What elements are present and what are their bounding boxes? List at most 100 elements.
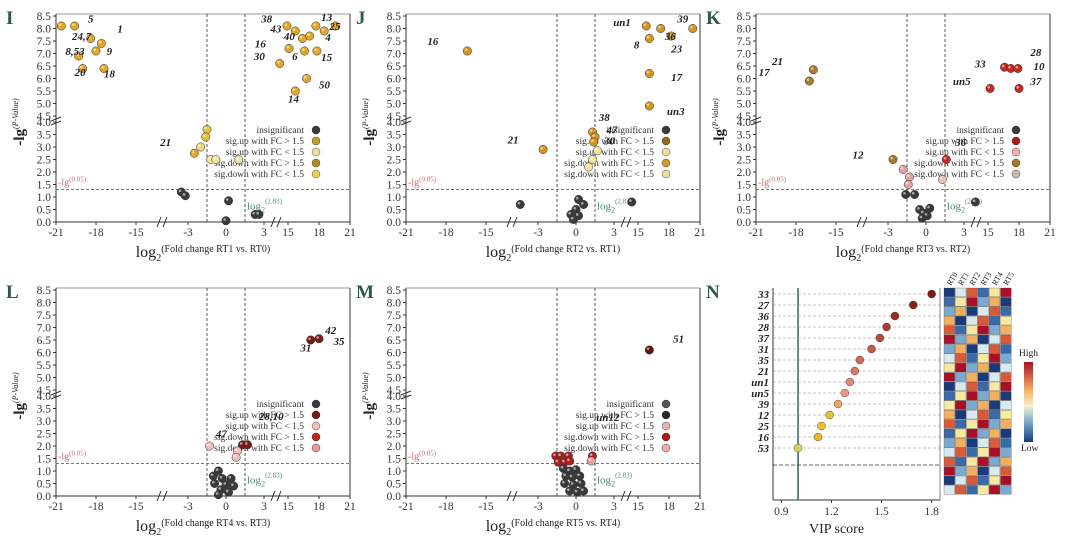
heatmap-cell (989, 475, 1001, 485)
point-label: 13 (321, 12, 333, 24)
vip-point (825, 410, 834, 420)
data-point-highlight (574, 489, 578, 493)
data-point-highlight (646, 35, 650, 39)
y-tick-label: 2.5 (387, 155, 402, 167)
data-point-highlight (589, 129, 593, 132)
heatmap-cell (977, 447, 989, 457)
data-point (91, 46, 101, 56)
data-point-highlight (592, 134, 595, 137)
data-point-highlight (80, 65, 83, 69)
y-tick-label: 7.5 (387, 36, 402, 48)
data-point (1013, 64, 1023, 73)
x-axis-label-sup: (Fold change RT4 vs. RT3) (161, 518, 270, 529)
x-tick-label: 21 (694, 501, 706, 513)
y-break-mark (750, 116, 762, 126)
data-point-highlight (191, 150, 195, 154)
heatmap-cell (989, 485, 1001, 495)
data-point-highlight (198, 144, 201, 147)
x-tick-label: 0 (223, 227, 229, 239)
heatmap-cell (1000, 391, 1012, 401)
y-tick-label: 0.0 (387, 217, 402, 229)
data-point-highlight (563, 473, 566, 476)
data-point-highlight (943, 156, 947, 160)
heatmap-cell (989, 344, 1001, 354)
x-break-mark (506, 216, 518, 228)
data-point-highlight (565, 453, 569, 456)
point-label: 6 (292, 51, 298, 63)
data-point-highlight (223, 218, 226, 221)
point-label: 43 (269, 23, 282, 35)
heatmap-cell (943, 297, 955, 307)
heatmap-cell (989, 287, 1001, 297)
y-tick-label: 5.0 (37, 373, 52, 385)
p-threshold-sup: (0.05) (419, 176, 437, 184)
heatmap-cell (989, 419, 1001, 429)
y-tick-label: 8.0 (387, 24, 402, 36)
heatmap-cell (989, 306, 1001, 316)
x-axis-label-sub: 2 (156, 527, 161, 538)
heatmap-cell (989, 466, 1001, 476)
point-label: 24,7 (71, 31, 92, 43)
vip-row-label: 39 (757, 399, 770, 411)
legend-marker (311, 399, 321, 409)
data-point-highlight (316, 336, 320, 339)
heatmap-cell (955, 391, 967, 401)
data-point (314, 334, 324, 344)
y-tick-label: 3.0 (387, 416, 402, 428)
x-tick-label: 15 (282, 501, 294, 513)
data-point-highlight (560, 465, 564, 469)
heatmap-cell (943, 400, 955, 410)
legend-marker (311, 169, 321, 179)
data-point (560, 479, 570, 488)
y-tick-label: 7.5 (737, 36, 752, 48)
legend-marker (661, 410, 671, 420)
heatmap-cell (943, 457, 955, 467)
p-threshold-label: -lg(0.05) (58, 176, 87, 189)
panel-letter: I (6, 8, 13, 29)
y-tick-label: 1.0 (737, 192, 752, 204)
data-point-highlight (236, 156, 239, 160)
data-point (538, 145, 548, 154)
legend-label: sig.down with FC < 1.5 (214, 170, 304, 180)
heatmap-cell (955, 287, 967, 297)
heatmap-cell (955, 325, 967, 335)
heatmap-cell (966, 316, 978, 326)
x-tick-label: 0 (923, 227, 929, 239)
x-axis-label-sup: (Fold change RT5 vs. RT4) (511, 518, 620, 529)
x-tick-label: -18 (88, 501, 104, 513)
data-point-highlight (203, 134, 206, 137)
vip-point (882, 322, 891, 332)
point-label: 21 (159, 137, 171, 149)
data-point (584, 162, 594, 172)
heatmap-cell (977, 391, 989, 401)
y-tick-label: 6.5 (387, 335, 402, 347)
heatmap-cell (943, 466, 955, 476)
y-tick-label: 3.0 (37, 142, 52, 154)
x-tick-label: -15 (828, 227, 844, 239)
heatmap-cell (955, 344, 967, 354)
data-point-highlight (927, 205, 930, 209)
y-axis-label-sup: (P-Value) (11, 98, 20, 129)
point-label: 14 (288, 93, 300, 105)
heatmap-cell (955, 353, 967, 363)
data-point-highlight (178, 189, 182, 192)
y-tick-label: 6.5 (387, 61, 402, 73)
y-axis-label-sup: (P-Value) (361, 98, 370, 129)
x-tick-label: -21 (398, 227, 414, 239)
panel-m: M 0.00.51.01.52.02.53.03.54.04.55.05.56.0… (356, 282, 706, 538)
data-point-highlight (1015, 65, 1018, 69)
data-point-highlight (76, 53, 79, 56)
heatmap-cell (1000, 381, 1012, 391)
data-point-highlight (219, 475, 223, 479)
panel-letter: L (6, 282, 19, 303)
vip-row-label: 36 (757, 311, 770, 323)
data-point (196, 142, 206, 152)
heatmap-cell (966, 428, 978, 438)
heatmap-cell (977, 363, 989, 373)
y-tick-label: 0.5 (37, 205, 52, 217)
legend-marker (661, 421, 671, 431)
p-threshold-label: -lg(0.05) (758, 176, 787, 189)
legend-marker (661, 158, 671, 168)
data-point-highlight (218, 487, 221, 490)
